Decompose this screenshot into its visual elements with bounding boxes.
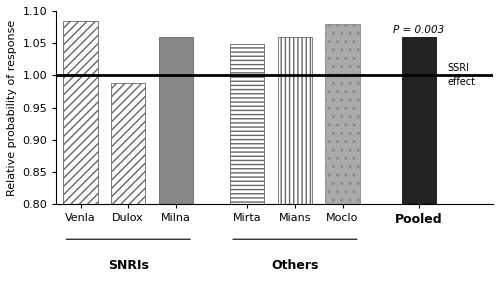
- Text: P = 0.003: P = 0.003: [393, 25, 444, 35]
- Text: SNRIs: SNRIs: [108, 259, 148, 272]
- Y-axis label: Relative probability of response: Relative probability of response: [7, 19, 17, 196]
- Bar: [64, 21, 98, 204]
- Bar: [402, 37, 436, 204]
- Text: SSRI: SSRI: [448, 63, 470, 74]
- Text: effect: effect: [448, 77, 476, 87]
- Bar: [158, 37, 193, 204]
- Bar: [326, 24, 360, 204]
- Bar: [278, 37, 312, 204]
- Bar: [111, 83, 146, 204]
- Bar: [230, 45, 264, 204]
- Text: Others: Others: [271, 259, 318, 272]
